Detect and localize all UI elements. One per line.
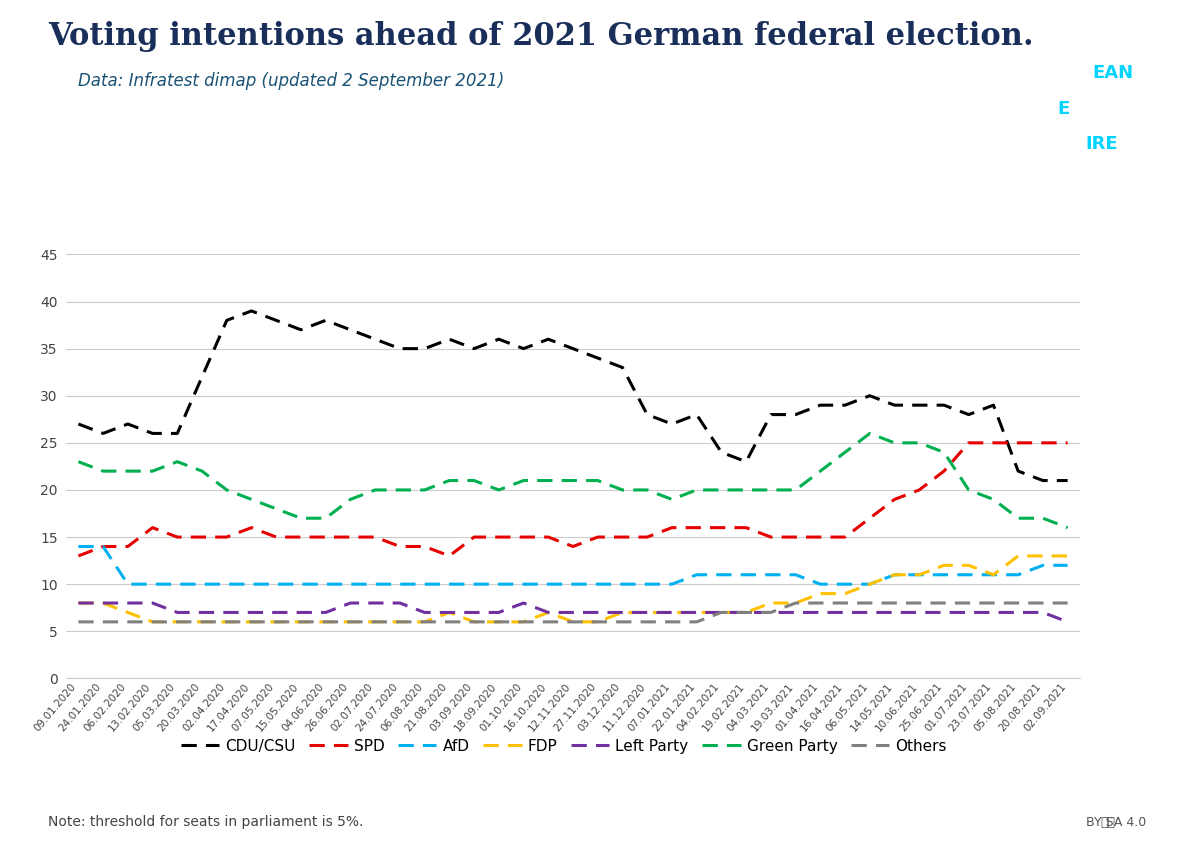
Text: E: E	[1057, 99, 1069, 118]
Text: Voting intentions ahead of 2021 German federal election.: Voting intentions ahead of 2021 German f…	[48, 21, 1033, 53]
Legend: CDU/CSU, SPD, AfD, FDP, Left Party, Green Party, Others: CDU/CSU, SPD, AfD, FDP, Left Party, Gree…	[175, 733, 953, 760]
Text: ⒸⒸ: ⒸⒸ	[1100, 817, 1116, 829]
Text: EAN: EAN	[1092, 64, 1133, 82]
Text: Note: threshold for seats in parliament is 5%.: Note: threshold for seats in parliament …	[48, 815, 364, 829]
Text: W: W	[1057, 135, 1078, 153]
Text: Data: Infratest dimap (updated 2 September 2021): Data: Infratest dimap (updated 2 Septemb…	[78, 72, 504, 90]
Text: NERGY: NERGY	[1085, 99, 1153, 118]
Text: BY SA 4.0: BY SA 4.0	[1086, 817, 1146, 829]
Text: IRE: IRE	[1085, 135, 1117, 153]
Text: CL: CL	[1057, 64, 1082, 82]
